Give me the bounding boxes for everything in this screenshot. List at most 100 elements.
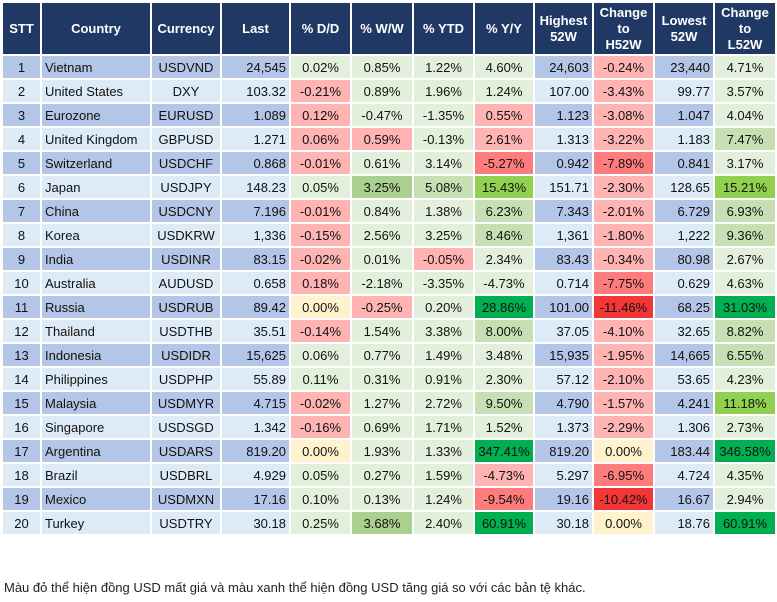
cell-currency: USDMYR <box>150 390 222 416</box>
cell-country: Eurozone <box>40 102 152 128</box>
header-yy[interactable]: % Y/Y <box>473 1 535 56</box>
header-row: STT Country Currency Last% D/D% W/W% YTD% Y… <box>1 1 777 56</box>
cell-dd: -0.15% <box>289 222 352 248</box>
header-ytd[interactable]: % YTD <box>412 1 475 56</box>
fx-table: STT Country Currency Last% D/D% W/W% YTD% Y… <box>1 1 777 536</box>
cell-l52: 346.58% <box>713 438 777 464</box>
cell-country: Malaysia <box>40 390 152 416</box>
cell-country: Turkey <box>40 510 152 536</box>
cell-ww: 0.31% <box>350 366 414 392</box>
cell-last: 103.32 <box>220 78 291 104</box>
cell-currency: USDSGD <box>150 414 222 440</box>
cell-low: 16.67 <box>653 486 715 512</box>
cell-h52: -1.80% <box>592 222 655 248</box>
cell-high: 19.16 <box>533 486 594 512</box>
cell-yy: 2.61% <box>473 126 535 152</box>
cell-high: 107.00 <box>533 78 594 104</box>
cell-currency: AUDUSD <box>150 270 222 296</box>
cell-ww: 0.77% <box>350 342 414 368</box>
cell-stt: 2 <box>1 78 42 104</box>
cell-ww: 3.25% <box>350 174 414 200</box>
cell-ytd: -1.35% <box>412 102 475 128</box>
header-l52[interactable]: Change to L52W <box>713 1 777 56</box>
cell-currency: USDTHB <box>150 318 222 344</box>
cell-low: 0.841 <box>653 150 715 176</box>
cell-ww: -0.25% <box>350 294 414 320</box>
cell-country: Indonesia <box>40 342 152 368</box>
header-high[interactable]: Highest 52W <box>533 1 594 56</box>
cell-ww: 0.89% <box>350 78 414 104</box>
table-row: 16 Singapore USDSGD 1.342 -0.16% 0.69% 1.71% 1.… <box>1 414 777 440</box>
cell-stt: 16 <box>1 414 42 440</box>
cell-stt: 7 <box>1 198 42 224</box>
cell-low: 1.047 <box>653 102 715 128</box>
header-currency[interactable]: Currency <box>150 1 222 56</box>
cell-stt: 15 <box>1 390 42 416</box>
table-row: 14 Philippines USDPHP 55.89 0.11% 0.31% 0.91% 2… <box>1 366 777 392</box>
cell-yy: 4.60% <box>473 54 535 80</box>
table-row: 5 Switzerland USDCHF 0.868 -0.01% 0.61% 3.14% -… <box>1 150 777 176</box>
cell-yy: 1.52% <box>473 414 535 440</box>
cell-yy: 15.43% <box>473 174 535 200</box>
cell-high: 1,361 <box>533 222 594 248</box>
cell-l52: 3.17% <box>713 150 777 176</box>
cell-ytd: 3.25% <box>412 222 475 248</box>
header-dd[interactable]: % D/D <box>289 1 352 56</box>
cell-last: 89.42 <box>220 294 291 320</box>
cell-high: 83.43 <box>533 246 594 272</box>
cell-dd: -0.01% <box>289 198 352 224</box>
cell-dd: -0.01% <box>289 150 352 176</box>
table-row: 13 Indonesia USDIDR 15,625 0.06% 0.77% 1.49% 3.… <box>1 342 777 368</box>
cell-ytd: 3.38% <box>412 318 475 344</box>
cell-yy: 8.46% <box>473 222 535 248</box>
table-row: 8 Korea USDKRW 1,336 -0.15% 2.56% 3.25% 8.46% 1,… <box>1 222 777 248</box>
cell-ytd: 1.38% <box>412 198 475 224</box>
cell-currency: USDCNY <box>150 198 222 224</box>
cell-dd: 0.12% <box>289 102 352 128</box>
cell-last: 148.23 <box>220 174 291 200</box>
header-stt[interactable]: STT <box>1 1 42 56</box>
cell-l52: 31.03% <box>713 294 777 320</box>
cell-yy: -5.27% <box>473 150 535 176</box>
cell-dd: 0.05% <box>289 174 352 200</box>
cell-country: Thailand <box>40 318 152 344</box>
cell-low: 99.77 <box>653 78 715 104</box>
cell-h52: -2.29% <box>592 414 655 440</box>
cell-high: 5.297 <box>533 462 594 488</box>
cell-high: 819.20 <box>533 438 594 464</box>
cell-country: Australia <box>40 270 152 296</box>
cell-low: 183.44 <box>653 438 715 464</box>
cell-high: 1.373 <box>533 414 594 440</box>
cell-stt: 5 <box>1 150 42 176</box>
cell-stt: 8 <box>1 222 42 248</box>
cell-h52: -7.89% <box>592 150 655 176</box>
header-ww[interactable]: % W/W <box>350 1 414 56</box>
cell-country: Brazil <box>40 462 152 488</box>
header-last[interactable]: Last <box>220 1 291 56</box>
cell-currency: USDJPY <box>150 174 222 200</box>
cell-country: China <box>40 198 152 224</box>
cell-stt: 11 <box>1 294 42 320</box>
cell-ww: 0.01% <box>350 246 414 272</box>
cell-last: 55.89 <box>220 366 291 392</box>
header-low[interactable]: Lowest 52W <box>653 1 715 56</box>
table-row: 9 India USDINR 83.15 -0.02% 0.01% -0.05% 2.34% 8… <box>1 246 777 272</box>
header-country[interactable]: Country <box>40 1 152 56</box>
cell-country: Mexico <box>40 486 152 512</box>
cell-low: 4.241 <box>653 390 715 416</box>
cell-yy: 1.24% <box>473 78 535 104</box>
header-h52[interactable]: Change to H52W <box>592 1 655 56</box>
cell-ytd: -0.05% <box>412 246 475 272</box>
cell-high: 7.343 <box>533 198 594 224</box>
cell-last: 83.15 <box>220 246 291 272</box>
cell-yy: -9.54% <box>473 486 535 512</box>
cell-dd: -0.02% <box>289 390 352 416</box>
cell-currency: USDMXN <box>150 486 222 512</box>
cell-low: 128.65 <box>653 174 715 200</box>
cell-stt: 10 <box>1 270 42 296</box>
cell-high: 57.12 <box>533 366 594 392</box>
cell-ytd: 1.49% <box>412 342 475 368</box>
cell-last: 0.658 <box>220 270 291 296</box>
cell-l52: 7.47% <box>713 126 777 152</box>
cell-h52: -3.43% <box>592 78 655 104</box>
